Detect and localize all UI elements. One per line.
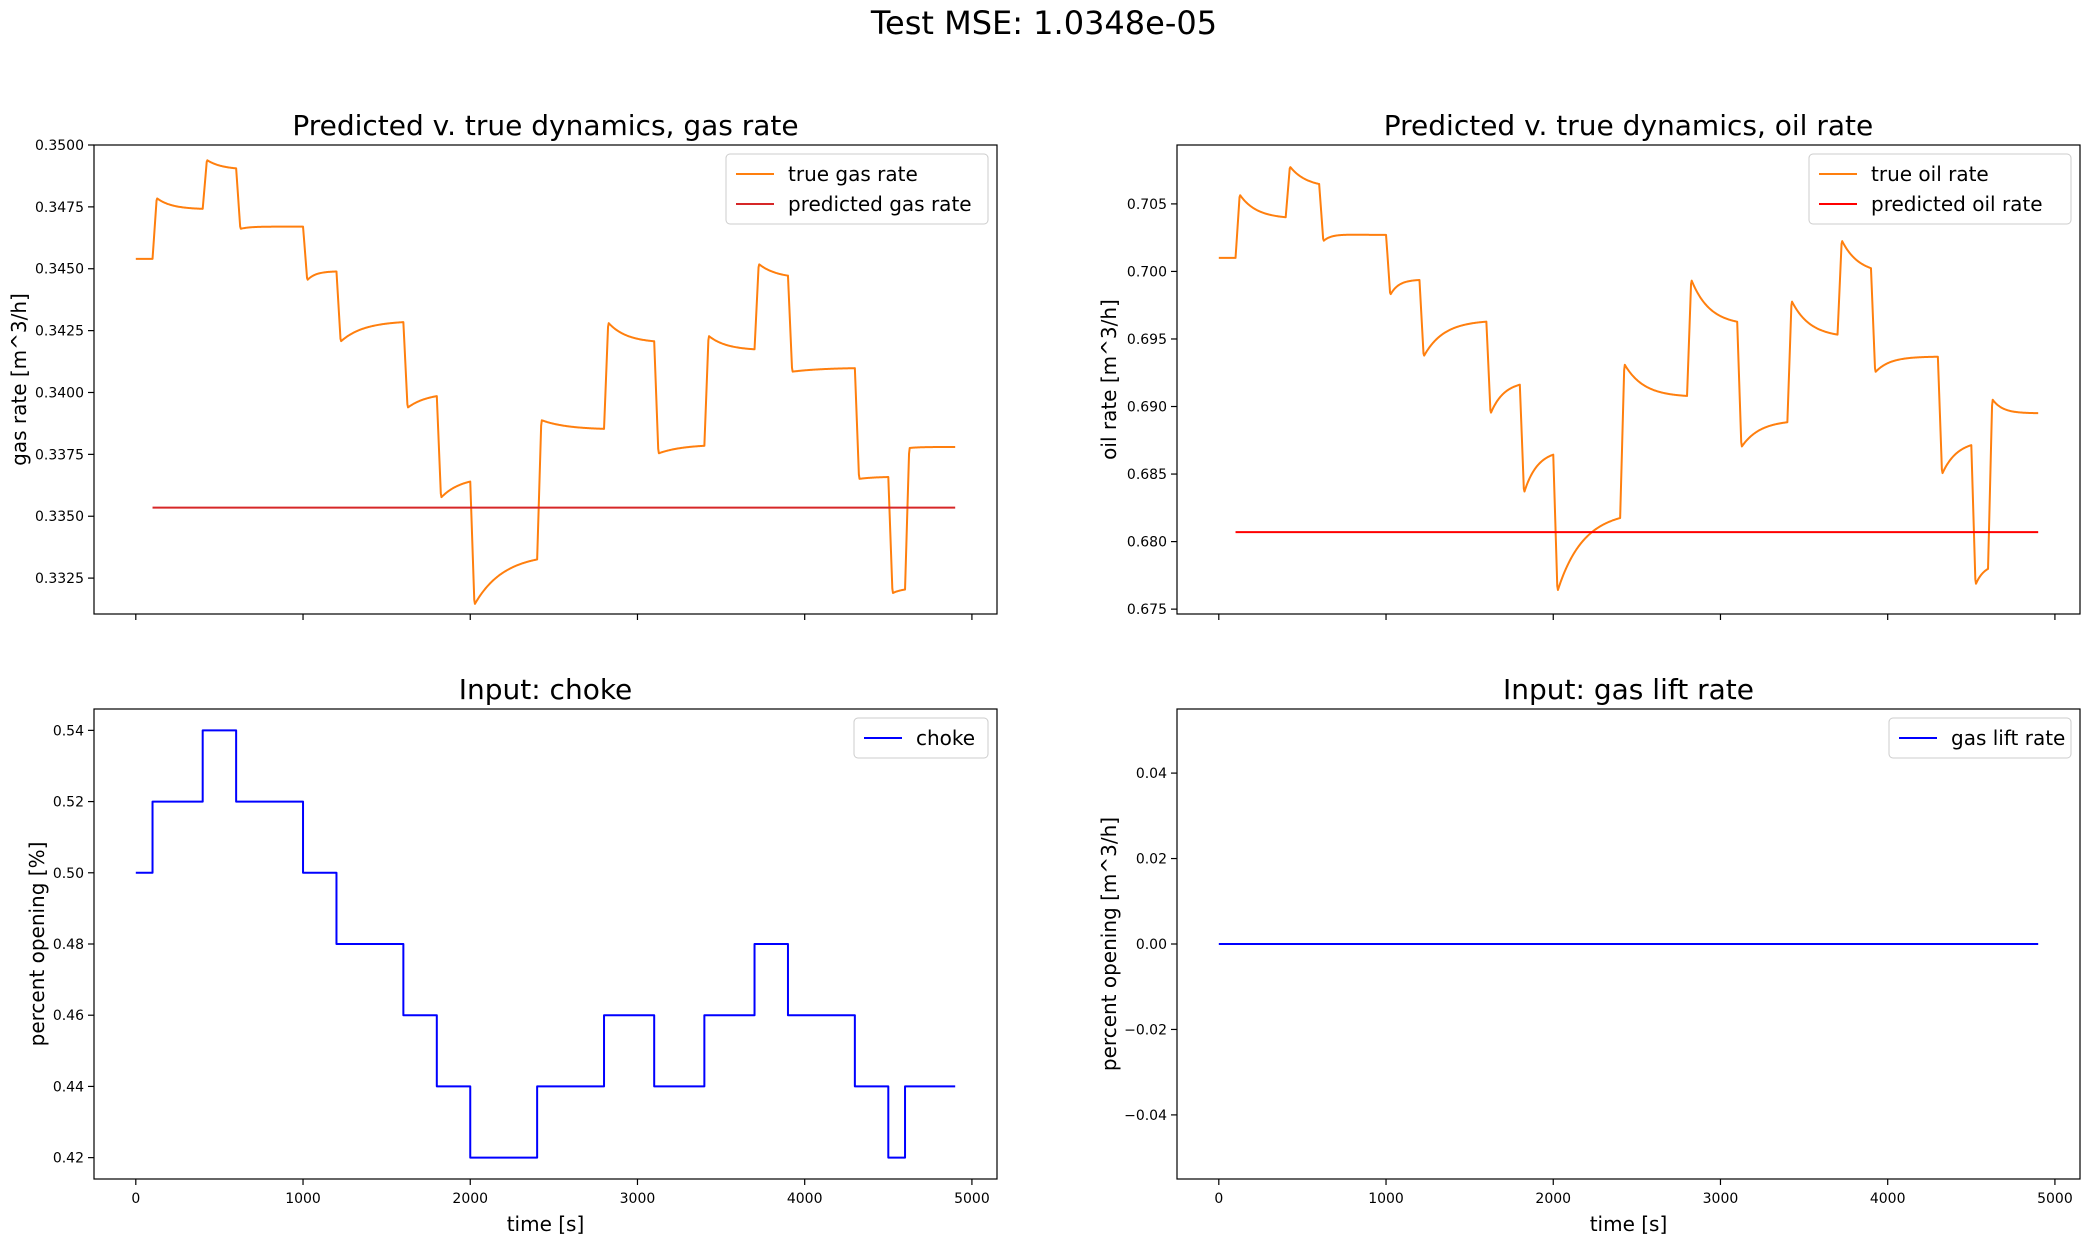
x-tick-label: 3000	[620, 1191, 656, 1207]
y-tick-label: 0.700	[1127, 264, 1167, 280]
legend: true oil rate predicted oil rate	[1808, 153, 2072, 225]
series-line-true-oil-rate	[1218, 166, 2039, 591]
legend-entry-gas-lift-rate: gas lift rate	[1951, 726, 2065, 750]
y-axis-label: gas rate [m^3/h]	[7, 293, 31, 466]
chart-oil-rate: Predicted v. true dynamics, oil rate 0.67…	[1097, 109, 2081, 620]
legend-entry-choke: choke	[916, 726, 975, 750]
y-tick-label: 0.00	[1136, 937, 1167, 953]
y-tick-label: 0.3450	[35, 262, 84, 278]
y-tick-label: 0.04	[1136, 766, 1167, 782]
plot-frame	[1176, 144, 2081, 615]
x-axis-label: time [s]	[507, 1212, 585, 1236]
y-tick-label: 0.3425	[35, 324, 84, 340]
y-tick-label: 0.48	[53, 937, 84, 953]
chart-title: Predicted v. true dynamics, gas rate	[292, 109, 798, 142]
chart-gas-rate: Predicted v. true dynamics, gas rate 0.33…	[7, 109, 998, 620]
y-tick-label: 0.50	[53, 866, 84, 882]
chart-choke: Input: choke 0 1000 2000 3000 4000 5000 0.42 0.4…	[25, 673, 998, 1236]
chart-gas-lift-rate: Input: gas lift rate 0 1000 2000 3000 4000 500…	[1097, 673, 2081, 1236]
chart-title: Input: choke	[459, 673, 633, 706]
y-tick-label: 0.690	[1127, 400, 1167, 416]
chart-title: Input: gas lift rate	[1503, 673, 1754, 706]
x-tick-label: 3000	[1703, 1191, 1739, 1207]
y-tick-label: 0.46	[53, 1008, 84, 1024]
y-tick-label: 0.54	[53, 723, 84, 739]
x-tick-label: 2000	[1535, 1191, 1571, 1207]
legend-box	[1808, 153, 2072, 225]
x-tick-label: 4000	[1870, 1191, 1906, 1207]
x-tick-label: 0	[1214, 1191, 1223, 1207]
y-tick-label: 0.3350	[35, 509, 84, 525]
y-tick-label: 0.3500	[35, 138, 84, 154]
x-tick-label: 0	[131, 1191, 140, 1207]
y-tick-label: 0.680	[1127, 535, 1167, 551]
x-tick-label: 1000	[1368, 1191, 1404, 1207]
y-tick-label: −0.04	[1124, 1108, 1167, 1124]
legend-box	[725, 153, 989, 225]
legend-box	[1888, 717, 2072, 759]
series-line-true-gas-rate	[135, 159, 956, 605]
y-tick-label: 0.3325	[35, 571, 84, 587]
legend-entry-true-oil-rate: true oil rate	[1871, 162, 1989, 186]
y-tick-label: 0.3375	[35, 447, 84, 463]
legend: gas lift rate	[1888, 717, 2072, 759]
x-tick-label: 5000	[954, 1191, 990, 1207]
y-axis-label: percent opening [%]	[25, 842, 49, 1047]
legend-entry-predicted-oil-rate: predicted oil rate	[1871, 192, 2043, 216]
y-tick-label: 0.02	[1136, 852, 1167, 868]
y-tick-label: 0.705	[1127, 197, 1167, 213]
y-tick-label: 0.52	[53, 795, 84, 811]
series-line-choke	[135, 729, 956, 1159]
x-tick-label: 5000	[2037, 1191, 2073, 1207]
legend-entry-predicted-gas-rate: predicted gas rate	[788, 192, 972, 216]
figure-suptitle: Test MSE: 1.0348e-05	[870, 4, 1217, 42]
chart-title: Predicted v. true dynamics, oil rate	[1384, 109, 1873, 142]
y-tick-label: 0.42	[53, 1151, 84, 1167]
x-axis-label: time [s]	[1590, 1212, 1668, 1236]
y-tick-label: 0.44	[53, 1079, 84, 1095]
legend-box	[853, 717, 989, 759]
plot-frame	[93, 708, 998, 1180]
legend-entry-true-gas-rate: true gas rate	[788, 162, 918, 186]
legend: true gas rate predicted gas rate	[725, 153, 989, 225]
y-axis-label: oil rate [m^3/h]	[1097, 299, 1121, 460]
y-tick-label: 0.685	[1127, 467, 1167, 483]
y-tick-label: −0.02	[1124, 1022, 1167, 1038]
x-tick-label: 1000	[285, 1191, 321, 1207]
y-tick-label: 0.3475	[35, 200, 84, 216]
y-tick-label: 0.3400	[35, 385, 84, 401]
y-axis-label: percent opening [m^3/h]	[1097, 817, 1121, 1071]
plot-frame	[93, 144, 998, 615]
x-tick-label: 4000	[787, 1191, 823, 1207]
x-tick-label: 2000	[452, 1191, 488, 1207]
y-tick-label: 0.695	[1127, 332, 1167, 348]
legend: choke	[853, 717, 989, 759]
y-tick-label: 0.675	[1127, 602, 1167, 618]
